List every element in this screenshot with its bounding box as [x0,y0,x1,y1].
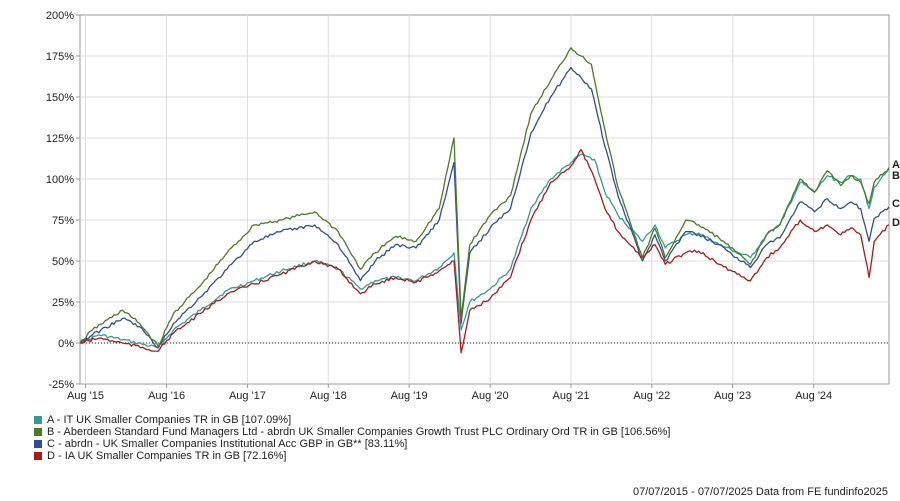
series-lines [79,47,890,354]
plot-area [79,14,890,385]
legend: A - IT UK Smaller Companies TR in GB [10… [34,414,670,462]
end-label-b: B [892,170,900,182]
end-label-a: A [892,159,900,171]
series-line-b [79,47,890,347]
end-label-d: D [892,217,900,229]
legend-label-a: A - IT UK Smaller Companies TR in GB [10… [47,414,292,426]
x-tick-label: Aug '24 [795,390,832,402]
legend-swatch-d [34,452,42,460]
x-tick-label: Aug '22 [633,390,670,402]
y-tick-label: 0% [58,338,74,350]
y-tick-label: 100% [46,174,74,186]
x-tick-label: Aug '21 [552,390,589,402]
series-line-a [79,153,890,349]
x-tick-label: Aug '20 [472,390,509,402]
axes: -25% 0% 25% 50% 75% 100% 125% 150% 175% 200% Aug '… [46,10,832,402]
y-tick-label: 200% [46,10,74,22]
gridlines [79,14,890,385]
x-tick-label: Aug '16 [148,390,185,402]
end-labels: AB CD [892,159,900,229]
legend-label-c: C - abrdn - UK Smaller Companies Institu… [47,438,408,450]
legend-label-d: D - IA UK Smaller Companies TR in GB [72… [47,450,287,462]
y-tick-label: 175% [46,51,74,63]
x-tick-label: Aug '19 [391,390,428,402]
y-tick-label: 50% [52,256,74,268]
x-tick-label: Aug '23 [714,390,751,402]
legend-label-b: B - Aberdeen Standard Fund Managers Ltd … [47,426,671,438]
x-tick-label: Aug '17 [229,390,266,402]
legend-item-d: D - IA UK Smaller Companies TR in GB [72… [34,450,670,462]
series-line-d [79,148,890,354]
y-tick-label: 75% [52,215,74,227]
end-label-c: C [892,198,900,210]
y-tick-label: -25% [48,379,74,391]
y-tick-label: 25% [52,297,74,309]
legend-item-b: B - Aberdeen Standard Fund Managers Ltd … [34,426,670,438]
x-tick-label: Aug '18 [310,390,347,402]
legend-item-c: C - abrdn - UK Smaller Companies Institu… [34,438,670,450]
legend-item-a: A - IT UK Smaller Companies TR in GB [10… [34,414,670,426]
y-tick-label: 125% [46,133,74,145]
x-tick-label: Aug '15 [67,390,104,402]
footer-source: 07/07/2015 - 07/07/2025 Data from FE fun… [632,486,888,498]
series-line-c [79,66,890,349]
legend-swatch-a [34,416,42,424]
legend-swatch-b [34,428,42,436]
y-tick-label: 150% [46,92,74,104]
legend-swatch-c [34,440,42,448]
